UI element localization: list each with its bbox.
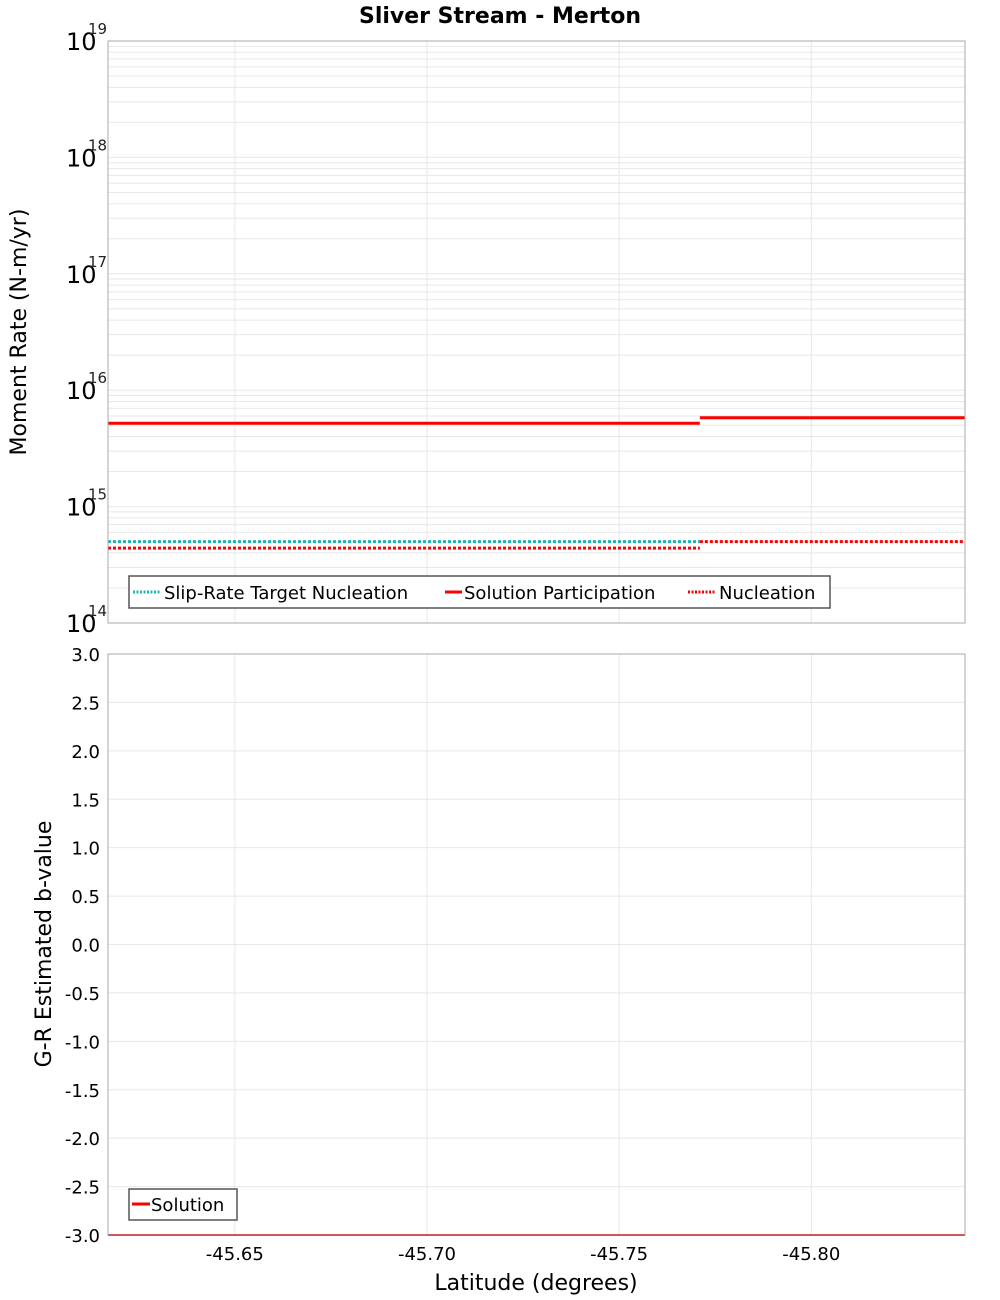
top-series xyxy=(108,416,965,550)
y-tick-label: 3.0 xyxy=(71,645,100,666)
x-ticks: -45.65 -45.70 -45.75 -45.80 xyxy=(206,1244,840,1265)
y-tick-exponent: 15 xyxy=(88,486,107,504)
legend-nucleation-label: Nucleation xyxy=(719,583,815,604)
chart-title: Sliver Stream - Merton xyxy=(359,4,641,29)
y-tick-label: 2.0 xyxy=(71,742,100,763)
x-tick-label: -45.80 xyxy=(782,1244,840,1265)
y-tick-label: 2.5 xyxy=(71,693,100,714)
bottom-plot-frame xyxy=(107,653,966,1236)
y-tick-label: 10 xyxy=(66,28,97,56)
y-tick-label: -3.0 xyxy=(65,1226,100,1247)
y-tick-label: -0.5 xyxy=(65,984,100,1005)
y-tick-label: 10 xyxy=(66,377,97,405)
legend-solution-label: Solution xyxy=(151,1195,224,1216)
x-tick-label: -45.75 xyxy=(590,1244,648,1265)
bottom-y-axis-label: G-R Estimated b-value xyxy=(32,821,57,1068)
legend-target-label: Slip-Rate Target Nucleation xyxy=(164,583,408,604)
top-grid xyxy=(108,41,965,624)
top-plot-frame xyxy=(107,40,966,624)
y-tick-exponent: 14 xyxy=(88,602,107,620)
x-axis-label: Latitude (degrees) xyxy=(434,1271,637,1296)
y-tick-exponent: 17 xyxy=(88,253,107,271)
y-tick-label: 1.0 xyxy=(71,839,100,860)
y-tick-label: 10 xyxy=(66,610,97,638)
y-tick-exponent: 18 xyxy=(88,136,107,154)
y-tick-label: 10 xyxy=(66,144,97,172)
top-y-axis-label: Moment Rate (N-m/yr) xyxy=(7,209,32,456)
x-tick-label: -45.65 xyxy=(206,1244,264,1265)
y-tick-label: -1.5 xyxy=(65,1081,100,1102)
x-tick-label: -45.70 xyxy=(398,1244,456,1265)
y-tick-label: -1.0 xyxy=(65,1032,100,1053)
bottom-y-ticks: 3.0 2.5 2.0 1.5 1.0 0.5 0.0 -0.5 -1.0 -1.5 -2.0 -2.… xyxy=(65,645,100,1247)
y-tick-label: -2.0 xyxy=(65,1129,100,1150)
y-tick-label: 0.5 xyxy=(71,887,100,908)
bottom-legend: Solution xyxy=(128,1188,238,1221)
legend-solution-label: Solution Participation xyxy=(464,583,655,604)
y-tick-label: 1.5 xyxy=(71,790,100,811)
y-tick-exponent: 16 xyxy=(88,369,107,387)
y-tick-label: 10 xyxy=(66,261,97,289)
y-tick-label: 0.0 xyxy=(71,936,100,957)
top-legend: Slip-Rate Target Nucleation Solution Par… xyxy=(128,575,831,609)
y-tick-exponent: 19 xyxy=(88,20,107,38)
y-tick-label: 10 xyxy=(66,494,97,522)
bottom-plot: 3.0 2.5 2.0 1.5 1.0 0.5 0.0 -0.5 -1.0 -1.5 -2.0 -2.… xyxy=(32,645,966,1296)
y-tick-label: -2.5 xyxy=(65,1178,100,1199)
